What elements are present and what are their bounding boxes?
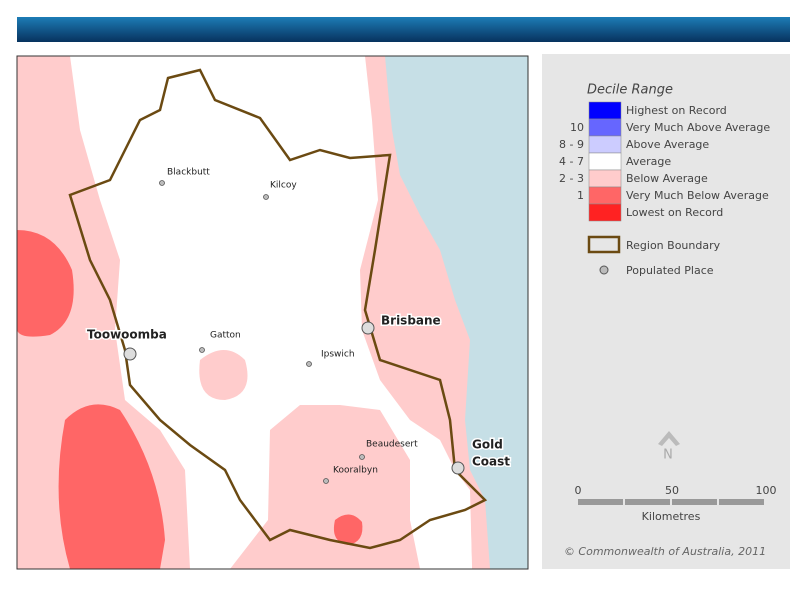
very-below-area bbox=[333, 514, 363, 545]
very-below-area bbox=[58, 404, 165, 569]
legend-label: Very Much Above Average bbox=[626, 121, 770, 134]
legend-range: 8 - 9 bbox=[559, 138, 584, 151]
major-place-dot bbox=[361, 321, 375, 335]
major-place-label: Coast bbox=[472, 455, 510, 469]
below-area bbox=[199, 350, 248, 400]
major-place-label: Toowoomba bbox=[87, 328, 167, 342]
place-label: Blackbutt bbox=[167, 168, 210, 178]
legend-swatch bbox=[588, 186, 622, 205]
legend: Highest on Record 10 Very Much Above Avera… bbox=[559, 101, 770, 222]
legend-panel bbox=[542, 54, 790, 569]
place-label: Kilcoy bbox=[270, 181, 297, 191]
legend-label: Very Much Below Average bbox=[626, 189, 769, 202]
place-dot bbox=[199, 347, 205, 353]
major-place-label: Gold bbox=[472, 438, 503, 452]
place-label: Beaudesert bbox=[366, 440, 418, 450]
legend-label: Lowest on Record bbox=[626, 206, 723, 219]
scale-segment bbox=[578, 499, 623, 505]
legend-swatch bbox=[588, 118, 622, 137]
major-place-label: Brisbane bbox=[381, 314, 441, 328]
legend-range: 2 - 3 bbox=[559, 172, 584, 185]
scale-tick-label: 0 bbox=[575, 484, 582, 497]
place-dot bbox=[263, 194, 269, 200]
legend-swatch bbox=[588, 135, 622, 154]
legend-title: Decile Range bbox=[587, 83, 673, 98]
scale-segment bbox=[625, 499, 670, 505]
legend-swatch bbox=[588, 152, 622, 171]
place-dot bbox=[306, 361, 312, 367]
north-arrow bbox=[658, 431, 680, 446]
place-dot bbox=[323, 478, 329, 484]
boundary-label: Region Boundary bbox=[626, 239, 721, 252]
region-boundary bbox=[68, 68, 488, 550]
legend-label: Below Average bbox=[626, 172, 708, 185]
legend-swatch bbox=[588, 101, 622, 120]
scale-bar: 0 50 100 bbox=[575, 484, 777, 505]
place-label: Gatton bbox=[210, 331, 241, 341]
place-label: Ipswich bbox=[321, 350, 355, 360]
place-label: Kooralbyn bbox=[333, 466, 378, 476]
scale-unit: Kilometres bbox=[642, 510, 701, 523]
legend-label: Above Average bbox=[626, 138, 709, 151]
scale-tick-label: 50 bbox=[665, 484, 679, 497]
very-below-area bbox=[17, 230, 74, 337]
sea bbox=[385, 56, 528, 569]
place-dot bbox=[359, 454, 365, 460]
average-area bbox=[70, 56, 472, 569]
place-symbol bbox=[599, 265, 609, 275]
major-place-dot bbox=[123, 347, 137, 361]
major-place-dot bbox=[451, 461, 465, 475]
legend-range: 4 - 7 bbox=[559, 155, 584, 168]
map bbox=[16, 55, 529, 570]
place-dot bbox=[159, 180, 165, 186]
legend-range: 1 bbox=[577, 189, 584, 202]
map-frame bbox=[16, 55, 529, 570]
legend-swatch bbox=[588, 169, 622, 188]
boundary-swatch bbox=[587, 235, 621, 254]
legend-label: Average bbox=[626, 155, 671, 168]
legend-label: Highest on Record bbox=[626, 104, 727, 117]
header-bar bbox=[17, 17, 790, 42]
place-label: Populated Place bbox=[626, 264, 714, 277]
legend-swatch bbox=[588, 203, 622, 222]
scale-segment bbox=[672, 499, 717, 505]
north-label: N bbox=[663, 448, 673, 463]
scale-segment bbox=[719, 499, 764, 505]
copyright: © Commonwealth of Australia, 2011 bbox=[564, 545, 766, 558]
scale-tick-label: 100 bbox=[756, 484, 777, 497]
legend-range: 10 bbox=[570, 121, 584, 134]
places: Blackbutt Kilcoy Gatton Ipswich Beaudesert Ko… bbox=[86, 168, 512, 484]
